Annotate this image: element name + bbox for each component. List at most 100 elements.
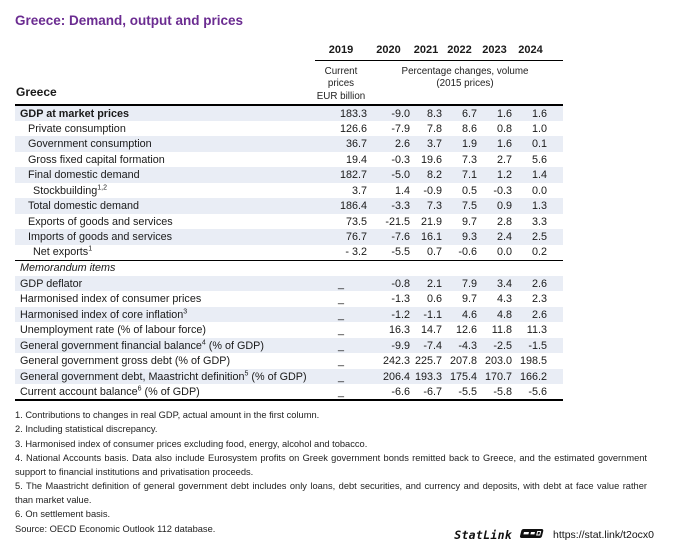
statlink-url[interactable]: https://stat.link/t2ocx0 [553,529,654,541]
cell-value: 76.7 [315,229,367,245]
cell-value: -5.8 [477,384,512,401]
cell-value: -1.1 [410,306,442,323]
cell-value: 9.7 [461,215,477,228]
row-label: Gross fixed capital formation [28,153,165,166]
table-row: Gross fixed capital formation 19.4 -0.3 19.… [15,152,563,168]
table-row: Stockbuilding1,2 3.7 1.4 -0.9 0.5 -0.3 0.0 [15,183,563,199]
cell-value: 198.5 [519,355,547,368]
cell-value: 7.8 [426,122,442,135]
cell-value: 2.8 [496,215,512,228]
source-line: Source: OECD Economic Outlook 112 databa… [15,523,216,534]
cell-value: 7.5 [442,198,477,214]
cell-value: -21.5 [385,215,410,228]
table-row: General government financial balance4 (%… [15,337,563,354]
footnote: 6. On settlement basis. [15,509,111,520]
cell-value: 0.5 [461,184,477,197]
table-row: Harmonised index of consumer prices _ -1.3… [15,291,563,307]
cell-value: 206.4 [367,368,410,385]
cell-value: 4.3 [496,293,512,306]
footnote-marker: 4 [201,338,206,346]
table-body: GDP at market prices 183.3 -9.0 8.3 6.7 1.6 1.… [15,105,563,401]
cell-value: _ [337,324,344,337]
year-column-header: 2020 [367,37,410,61]
cell-value: 4.6 [442,306,477,323]
row-label: Current account balance6 (% of GDP) [15,384,315,401]
cell-value: 2.6 [367,136,410,152]
cell-value: -7.9 [391,122,410,135]
footnotes: 1. Contributions to changes in real GDP,… [15,409,647,522]
cell-value: 19.6 [420,153,442,166]
cell-value: -2.5 [477,337,512,354]
row-label: GDP deflator [15,275,315,292]
cell-value: 3.4 [477,275,512,292]
cell-value: -9.9 [367,337,410,354]
cell-value: 3.3 [531,215,547,228]
cell-value: 16.3 [388,324,410,337]
cell-value: -5.5 [442,384,477,401]
row-label: Exports of goods and services [28,215,173,228]
cell-value: 3.7 [351,184,367,197]
statlink-label[interactable]: StatLink [454,528,513,542]
table-row: GDP at market prices 183.3 -9.0 8.3 6.7 1.6 1.… [15,105,563,121]
cell-value: 7.9 [442,275,477,292]
cell-value: -4.3 [442,337,477,354]
table-row: Current account balance6 (% of GDP) _ -6.6… [15,384,563,401]
subheader-line: Current prices [324,65,358,90]
cell-value: 170.7 [477,368,512,385]
cell-value: _ [337,355,344,368]
footnote: 4. National Accounts basis. Data also in… [15,453,647,477]
row-label: Final domestic demand [15,167,315,183]
cell-value: -5.5 [391,246,410,259]
cell-value: -6.6 [367,384,410,401]
cell-value: 36.7 [315,136,367,152]
statlink-download-icon[interactable] [519,526,546,544]
cell-value: -0.6 [458,246,477,259]
cell-value: 1.2 [477,167,512,183]
cell-value: 2.6 [512,275,563,292]
footnote: 1. Contributions to changes in real GDP,… [15,409,320,420]
cell-value: 207.8 [449,355,477,368]
table-row: General government gross debt (% of GDP)… [15,353,563,369]
footnote-marker: 3 [183,307,188,315]
cell-value: _ [315,337,367,354]
cell-value: _ [315,275,367,292]
subheader-line: Percentage changes, volume [401,65,529,77]
cell-value: 225.7 [414,355,442,368]
cell-value: 193.3 [410,368,442,385]
cell-value: 2.7 [496,153,512,166]
cell-value: -6.7 [410,384,442,401]
cell-value: 7.1 [442,167,477,183]
cell-value: 4.8 [477,306,512,323]
cell-value: 7.3 [410,198,442,214]
cell-value: 14.7 [420,324,442,337]
year-column-header: 2021 [410,37,442,61]
cell-value: 11.8 [491,324,512,337]
row-label: Government consumption [15,136,315,152]
current-prices-subheader: Current prices EUR billion [315,60,367,107]
cell-value: -5.0 [367,167,410,183]
cell-value: _ [315,306,367,323]
cell-value: 203.0 [484,355,512,368]
cell-value: 8.2 [410,167,442,183]
footnote: 2. Including statistical discrepancy. [15,424,158,435]
cell-value: 126.6 [339,122,367,135]
statlink-row: StatLink https://stat.link/t2ocx0 [454,526,654,544]
cell-value: -0.3 [391,153,410,166]
table-row: General government debt, Maastricht defi… [15,368,563,385]
cell-value: 11.3 [526,324,547,337]
cell-value: 0.7 [426,246,442,259]
cell-value: 5.6 [531,153,547,166]
cell-value: 1.6 [512,105,563,121]
cell-value: 242.3 [382,355,410,368]
row-label: General government debt, Maastricht defi… [15,368,315,385]
cell-value: 2.5 [512,229,563,245]
cell-value: -1.3 [391,293,410,306]
table-row: Memorandum items [15,259,563,276]
year-header-spacer [15,37,315,60]
cell-value: 0.1 [512,136,563,152]
row-label: Private consumption [28,122,126,135]
year-header-row: 2019 2020 2021 2022 2023 2024 [15,37,563,61]
cell-value: 6.7 [442,105,477,121]
cell-value: 1.3 [512,198,563,214]
